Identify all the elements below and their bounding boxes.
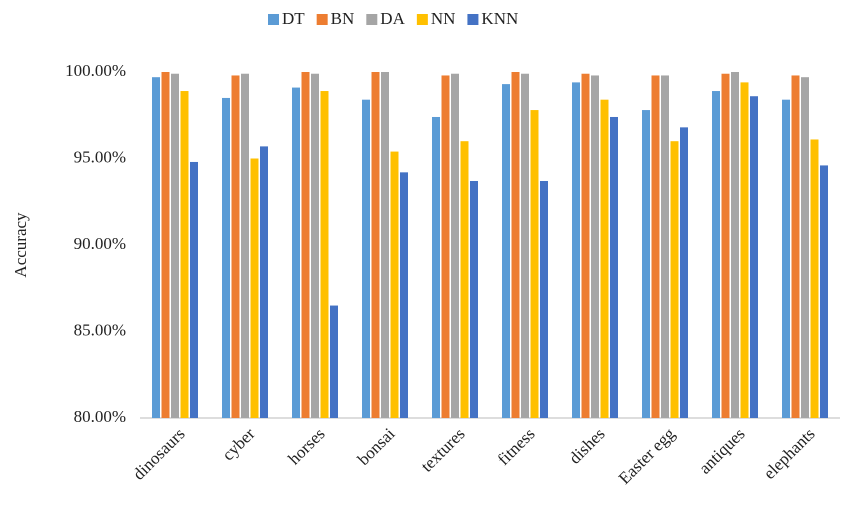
- bar: [642, 110, 650, 418]
- bar: [390, 151, 399, 418]
- legend-label: NN: [431, 9, 456, 28]
- bar: [600, 99, 609, 419]
- legend-swatch: [366, 14, 378, 25]
- x-tick-label: Easter egg: [615, 424, 679, 488]
- bar: [260, 146, 268, 418]
- bar: [661, 75, 669, 419]
- bar: [161, 72, 170, 418]
- x-tick-label: bonsai: [354, 424, 399, 469]
- y-axis-label: Accuracy: [11, 212, 30, 278]
- bar: [540, 180, 548, 418]
- bar: [190, 161, 198, 418]
- bar: [460, 141, 469, 418]
- legend-swatch: [316, 14, 328, 25]
- bar: [320, 91, 329, 418]
- bar: [231, 75, 240, 419]
- x-tick-label: dishes: [565, 424, 608, 467]
- bar: [801, 77, 809, 418]
- bar: [470, 180, 478, 418]
- bar: [721, 73, 730, 418]
- bar: [750, 96, 758, 418]
- bar: [581, 73, 590, 418]
- bar: [311, 73, 319, 418]
- bar: [610, 116, 618, 418]
- bar: [782, 99, 790, 419]
- x-tick-label: dinosaurs: [129, 424, 189, 484]
- legend-label: DT: [282, 9, 305, 28]
- bar: [432, 116, 440, 418]
- bar: [241, 73, 249, 418]
- y-tick-label: 85.00%: [74, 320, 126, 339]
- bar: [222, 97, 230, 418]
- legend-swatch: [467, 14, 479, 25]
- bar: [530, 110, 539, 418]
- bar: [362, 99, 370, 419]
- bar: [371, 72, 380, 418]
- legend-swatch: [416, 14, 428, 25]
- bar: [301, 72, 310, 418]
- x-tick-label: textures: [417, 424, 468, 475]
- bar: [820, 165, 828, 418]
- legend-label: DA: [380, 9, 405, 28]
- x-tick-label: antiques: [695, 424, 748, 477]
- x-tick-label: fitness: [494, 424, 539, 469]
- y-tick-label: 100.00%: [65, 61, 126, 80]
- bar: [400, 172, 408, 418]
- bar: [511, 72, 520, 418]
- bar: [712, 91, 720, 418]
- bar: [731, 72, 739, 418]
- y-tick-label: 95.00%: [74, 147, 126, 166]
- legend-label: BN: [331, 9, 355, 28]
- bar: [521, 73, 529, 418]
- x-tick-label: elephants: [760, 424, 819, 483]
- bar: [502, 84, 510, 419]
- bar: [292, 87, 300, 418]
- bar: [250, 158, 259, 418]
- bar: [670, 141, 679, 418]
- y-tick-label: 80.00%: [74, 407, 126, 426]
- bar: [171, 73, 179, 418]
- bar: [591, 75, 599, 419]
- bar: [152, 77, 160, 418]
- bar: [451, 73, 459, 418]
- legend-label: KNN: [481, 9, 518, 28]
- y-tick-label: 90.00%: [74, 234, 126, 253]
- bar: [330, 305, 338, 418]
- x-tick-label: horses: [284, 424, 328, 468]
- bar: [680, 127, 688, 419]
- bar: [791, 75, 800, 419]
- bar: [180, 91, 189, 418]
- legend-swatch: [268, 14, 279, 25]
- bar: [740, 82, 749, 418]
- bar: [381, 72, 389, 418]
- bar: [651, 75, 660, 419]
- bar: [810, 139, 819, 418]
- bar: [441, 75, 450, 419]
- bar: [572, 82, 580, 418]
- x-tick-label: cyber: [218, 424, 258, 464]
